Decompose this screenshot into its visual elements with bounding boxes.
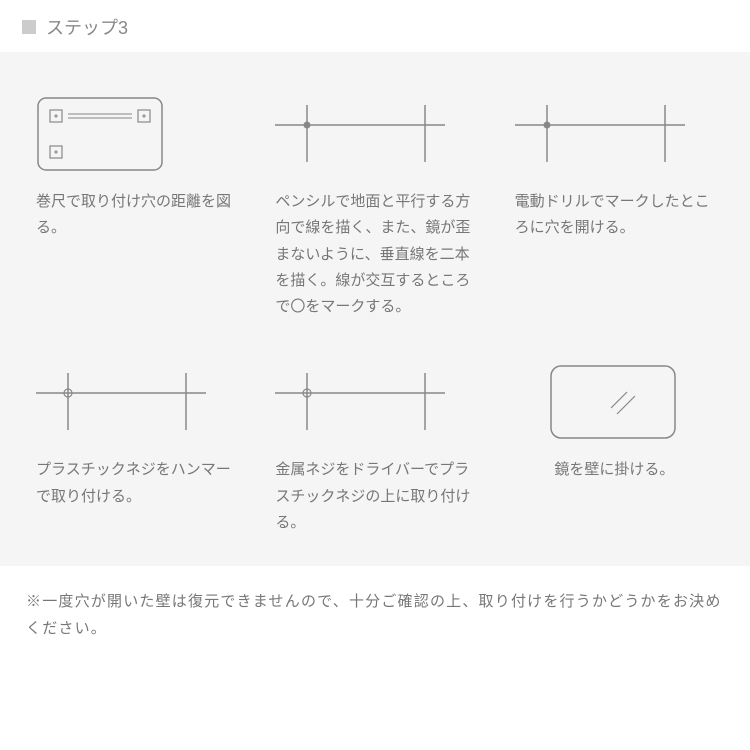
step-cell-3: 電動ドリルでマークしたところに穴を開ける。: [515, 92, 714, 320]
instruction-panel: 巻尺で取り付け穴の距離を図る。 ペンシルで地面と平行する方向で線を描く、また、鏡…: [0, 52, 750, 566]
step-text-2: ペンシルで地面と平行する方向で線を描く、また、鏡が歪まないように、垂直線を二本を…: [275, 189, 474, 320]
pencil-mark-icon: [275, 100, 445, 170]
step-cell-6: 鏡を壁に掛ける。: [515, 360, 714, 536]
instruction-grid: 巻尺で取り付け穴の距離を図る。 ペンシルで地面と平行する方向で線を描く、また、鏡…: [36, 92, 714, 536]
step-text-1: 巻尺で取り付け穴の距離を図る。: [36, 189, 235, 242]
footnote: ※一度穴が開いた壁は復元できませんので、十分ご確認の上、取り付けを行うかどうかを…: [0, 566, 750, 664]
step-icon-2: [275, 92, 474, 177]
step-text-4: プラスチックネジをハンマーで取り付ける。: [36, 457, 235, 510]
step-icon-1: [36, 92, 235, 177]
step-icon-3: [515, 92, 714, 177]
tape-measure-icon: [36, 96, 166, 174]
step-text-6: 鏡を壁に掛ける。: [515, 457, 714, 483]
step-cell-2: ペンシルで地面と平行する方向で線を描く、また、鏡が歪まないように、垂直線を二本を…: [275, 92, 474, 320]
step-text-5: 金属ネジをドライバーでプラスチックネジの上に取り付ける。: [275, 457, 474, 536]
metal-screw-icon: [275, 368, 445, 438]
step-icon-4: [36, 360, 235, 445]
step-icon-5: [275, 360, 474, 445]
step-header: ステップ3: [0, 0, 750, 52]
step-cell-5: 金属ネジをドライバーでプラスチックネジの上に取り付ける。: [275, 360, 474, 536]
mirror-icon: [549, 364, 679, 442]
step-icon-6: [515, 360, 714, 445]
plastic-screw-icon: [36, 368, 206, 438]
step-text-3: 電動ドリルでマークしたところに穴を開ける。: [515, 189, 714, 242]
drill-hole-icon: [515, 100, 685, 170]
step-cell-4: プラスチックネジをハンマーで取り付ける。: [36, 360, 235, 536]
step-title: ステップ3: [46, 14, 128, 40]
header-square-icon: [22, 20, 36, 34]
step-cell-1: 巻尺で取り付け穴の距離を図る。: [36, 92, 235, 320]
